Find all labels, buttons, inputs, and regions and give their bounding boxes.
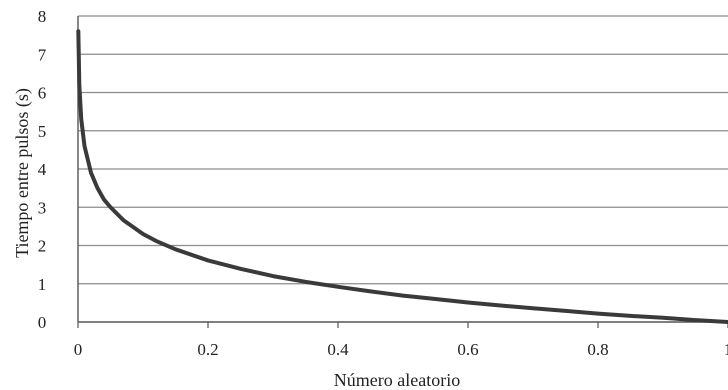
x-tick-label-0.2: 0.2: [197, 340, 218, 359]
x-axis-title: Número aleatorio: [334, 370, 460, 390]
x-tick-label-0.8: 0.8: [587, 340, 608, 359]
x-tick-label-1: 1: [724, 340, 728, 359]
y-tick-label-7: 7: [38, 45, 47, 64]
axes: [77, 16, 728, 328]
gridlines: [78, 15, 728, 285]
y-tick-label-3: 3: [38, 198, 47, 217]
y-tick-label-4: 4: [38, 160, 47, 179]
y-tick-label-0: 0: [38, 313, 47, 332]
y-tick-label-8: 8: [38, 7, 47, 26]
series-line-0: [76, 29, 728, 324]
series-group: [76, 29, 728, 324]
y-tick-label-1: 1: [38, 275, 47, 294]
tick-labels: 0 1 2 3 4 5 6 7 8 0 0.2 0.4 0.6 0.8 1: [38, 7, 728, 359]
y-axis-title: Tiempo entre pulsos (s): [12, 88, 33, 258]
x-tick-label-0: 0: [74, 340, 83, 359]
y-tick-label-2: 2: [38, 237, 47, 256]
x-tick-label-0.6: 0.6: [457, 340, 478, 359]
x-tick-label-0.4: 0.4: [327, 340, 349, 359]
y-tick-label-5: 5: [38, 122, 47, 141]
y-tick-label-6: 6: [38, 84, 47, 103]
